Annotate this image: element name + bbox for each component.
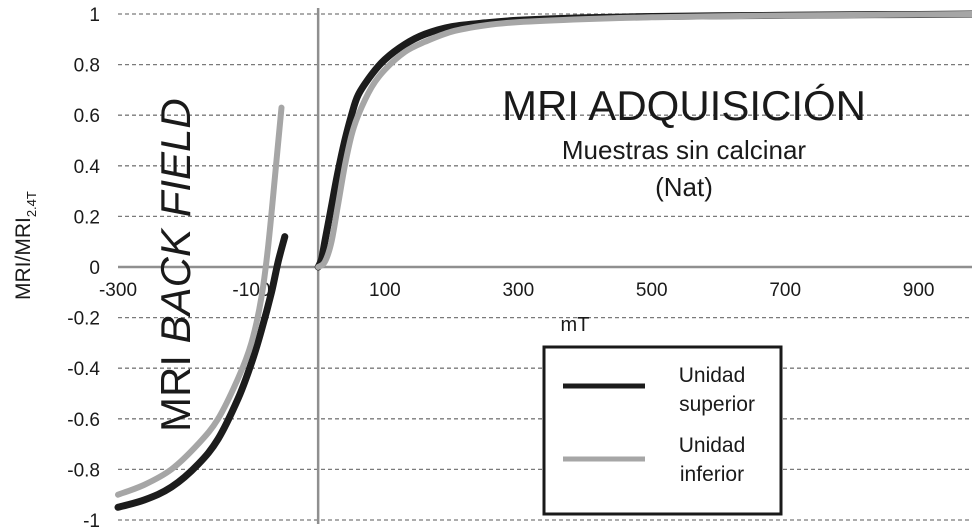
x-tick-label: 900 xyxy=(903,280,935,301)
x-tick-label: 100 xyxy=(369,280,401,301)
y-tick-label: 0.2 xyxy=(74,207,100,228)
y-tick-label: -0.2 xyxy=(67,309,100,330)
y-axis-label-main: MRI/MRI xyxy=(12,217,35,300)
x-tick-label: -300 xyxy=(99,280,137,301)
y-tick-label: 0.6 xyxy=(74,106,100,127)
y-tick-label: 1 xyxy=(89,5,100,26)
y-tick-labels: -1 -0.8 -0.6 -0.4 -0.2 0 0.2 0.4 0.6 0.8 1 xyxy=(67,5,100,529)
y-axis-label-subscript: 2.4T xyxy=(24,191,39,217)
legend: Unidad superior Unidad inferior xyxy=(542,345,783,516)
y-tick-label: 0 xyxy=(89,258,100,279)
legend-label-unidad-superior-line2: superior xyxy=(679,393,755,416)
y-tick-label: -0.8 xyxy=(67,460,100,481)
series-line-unidad-inferior-backfield xyxy=(115,104,285,498)
x-tick-labels: -300 -100 100 300 500 700 900 xyxy=(99,280,934,301)
y-tick-label: 0.8 xyxy=(74,56,100,77)
y-tick-label: 0.4 xyxy=(74,157,101,178)
legend-box xyxy=(542,345,783,516)
series-line-unidad-inferior-acquisition xyxy=(315,11,972,270)
acquisition-subtitle-line1: Muestras sin calcinar xyxy=(562,135,807,165)
legend-label-unidad-inferior-line1: Unidad xyxy=(679,434,746,457)
backfield-title-mri: MRI xyxy=(152,343,199,432)
y-tick-label: -0.4 xyxy=(67,359,100,380)
legend-label-unidad-inferior-line2: inferior xyxy=(680,463,744,486)
acquisition-title: MRI ADQUISICIÓN xyxy=(502,82,866,129)
series-lines xyxy=(114,10,972,511)
backfield-title-italic: BACK FIELD xyxy=(152,98,199,343)
series-line-unidad-superior-backfield xyxy=(114,233,289,511)
acquisition-subtitle-line2: (Nat) xyxy=(655,172,713,202)
legend-label-unidad-superior-line1: Unidad xyxy=(679,364,746,387)
x-tick-label: 300 xyxy=(502,280,534,301)
x-tick-label: 700 xyxy=(769,280,801,301)
y-tick-label: -1 xyxy=(83,511,100,529)
x-tick-label: 500 xyxy=(636,280,668,301)
y-tick-label: -0.6 xyxy=(67,410,100,431)
backfield-title: MRI BACK FIELD xyxy=(152,98,199,432)
x-axis-label: mT xyxy=(561,314,590,336)
y-axis-label: MRI/MRI2.4T xyxy=(12,191,39,300)
